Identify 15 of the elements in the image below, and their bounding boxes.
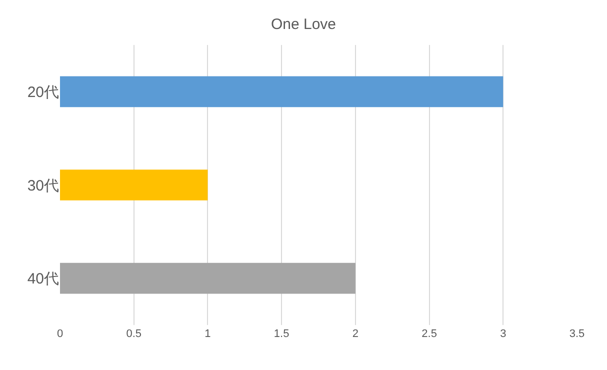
x-tick-label: 1 (204, 328, 211, 340)
bar (60, 170, 208, 200)
bar (60, 262, 356, 294)
x-tick-label: 0.5 (126, 328, 142, 340)
x-tick-label: 0 (56, 328, 64, 340)
x-tick-label: 3 (500, 328, 506, 340)
y-tick-label: 30代 (27, 177, 59, 194)
y-tick-label: 20代 (27, 84, 59, 101)
x-tick-label: 1.5 (274, 328, 290, 340)
x-tick-label: 3.5 (569, 328, 585, 340)
chart-title: One Love (270, 16, 336, 33)
bar (60, 76, 504, 108)
y-tick-label: 40代 (27, 270, 59, 288)
x-tick-label: 2 (352, 328, 358, 340)
x-tick-label: 2.5 (422, 328, 437, 340)
